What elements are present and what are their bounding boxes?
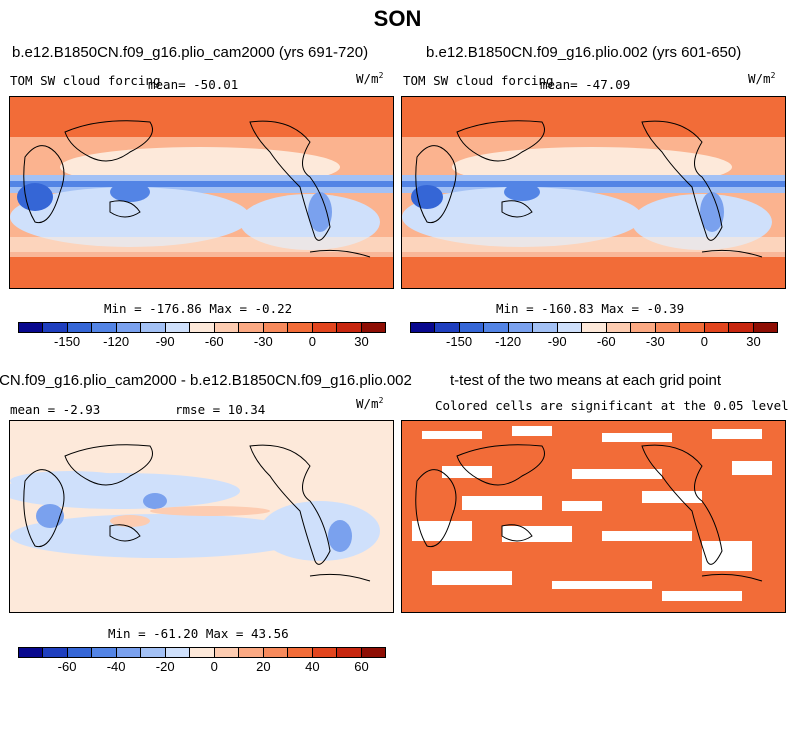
colorbar-swatch bbox=[67, 323, 93, 332]
panel4-map bbox=[401, 420, 786, 613]
colorbar-swatch bbox=[337, 648, 362, 657]
colorbar-swatch bbox=[288, 648, 313, 657]
colorbar-swatch bbox=[43, 323, 68, 332]
colorbar-swatch bbox=[116, 648, 142, 657]
colorbar-swatch bbox=[214, 648, 240, 657]
colorbar-swatch bbox=[680, 323, 705, 332]
panel2-field-plot bbox=[402, 97, 785, 288]
colorbar-swatch bbox=[459, 323, 485, 332]
colorbar-swatch bbox=[337, 323, 362, 332]
colorbar-swatch bbox=[67, 648, 93, 657]
panel3-title: b.e12.B1850CN.f09_g16.plio_cam2000 - b.e… bbox=[0, 372, 412, 389]
panel4-title: t-test of the two means at each grid poi… bbox=[450, 372, 721, 389]
colorbar-swatch bbox=[141, 323, 166, 332]
colorbar-swatch bbox=[411, 323, 436, 332]
colorbar-tick-label: -60 bbox=[596, 334, 616, 349]
colorbar-swatch bbox=[312, 648, 338, 657]
colorbar-swatch bbox=[19, 323, 44, 332]
colorbar-tick-label: 40 bbox=[305, 659, 320, 674]
panel1-map bbox=[9, 96, 394, 289]
colorbar-swatch bbox=[361, 648, 386, 657]
colorbar-swatch bbox=[141, 648, 166, 657]
colorbar-tick-label: -30 bbox=[645, 334, 665, 349]
colorbar-tick-label: 0 bbox=[210, 659, 218, 674]
panel2-colorbar-ticks: -150 -120 -90 -60 -30 0 30 bbox=[410, 334, 778, 350]
colorbar-swatch bbox=[190, 323, 215, 332]
panel2-units: W/m2 bbox=[748, 71, 776, 87]
panel3-title-clip: b.e12.B1850CN.f09_g16.plio_cam2000 - b.e… bbox=[0, 372, 460, 389]
colorbar-swatch bbox=[435, 323, 460, 332]
panel2-title: b.e12.B1850CN.f09_g16.plio.002 (yrs 601-… bbox=[426, 44, 742, 61]
colorbar-swatch bbox=[165, 648, 191, 657]
colorbar-tick-label: 20 bbox=[256, 659, 271, 674]
panel3-field-plot bbox=[10, 421, 393, 612]
panel4-significance-plot bbox=[402, 421, 785, 612]
panel4-subtitle: Colored cells are significant at the 0.0… bbox=[435, 398, 789, 413]
colorbar-tick-label: 0 bbox=[700, 334, 709, 349]
colorbar-tick-label: 30 bbox=[746, 334, 761, 349]
colorbar-swatch bbox=[753, 323, 778, 332]
colorbar-swatch bbox=[43, 648, 68, 657]
colorbar-swatch bbox=[239, 648, 264, 657]
colorbar-tick-label: -60 bbox=[57, 659, 77, 674]
colorbar-tick-label: -20 bbox=[155, 659, 175, 674]
colorbar-swatch bbox=[92, 648, 117, 657]
panel2-colorbar bbox=[410, 322, 778, 333]
colorbar-swatch bbox=[484, 323, 509, 332]
panel2-map bbox=[401, 96, 786, 289]
colorbar-tick-label: 30 bbox=[354, 334, 369, 349]
colorbar-tick-label: 0 bbox=[308, 334, 317, 349]
panel3-colorbar bbox=[18, 647, 386, 658]
panel2-field: TOM SW cloud forcing bbox=[403, 73, 554, 88]
panel1-mean: mean= -50.01 bbox=[148, 77, 239, 92]
panel1-field-plot bbox=[10, 97, 393, 288]
colorbar-swatch bbox=[288, 323, 313, 332]
colorbar-swatch bbox=[165, 323, 191, 332]
colorbar-swatch bbox=[19, 648, 44, 657]
colorbar-tick-label: -90 bbox=[547, 334, 567, 349]
colorbar-swatch bbox=[606, 323, 632, 332]
colorbar-swatch bbox=[190, 648, 215, 657]
colorbar-swatch bbox=[729, 323, 754, 332]
colorbar-swatch bbox=[631, 323, 656, 332]
colorbar-swatch bbox=[116, 323, 142, 332]
colorbar-tick-label: -120 bbox=[495, 334, 522, 349]
colorbar-swatch bbox=[557, 323, 583, 332]
colorbar-swatch bbox=[239, 323, 264, 332]
panel1-title: b.e12.B1850CN.f09_g16.plio_cam2000 (yrs … bbox=[12, 44, 369, 61]
colorbar-swatch bbox=[214, 323, 240, 332]
colorbar-swatch bbox=[361, 323, 386, 332]
colorbar-tick-label: -150 bbox=[446, 334, 473, 349]
colorbar-tick-label: -30 bbox=[253, 334, 273, 349]
colorbar-tick-label: -150 bbox=[54, 334, 81, 349]
panel3-rmse: rmse = 10.34 bbox=[175, 402, 266, 417]
main-title: SON bbox=[373, 6, 422, 31]
panel3-minmax: Min = -61.20 Max = 43.56 bbox=[108, 626, 289, 641]
colorbar-swatch bbox=[533, 323, 558, 332]
panel3-colorbar-ticks: -60 -40 -20 0 20 40 60 bbox=[18, 659, 386, 675]
colorbar-swatch bbox=[508, 323, 534, 332]
colorbar-swatch bbox=[655, 323, 681, 332]
panel3-map bbox=[9, 420, 394, 613]
colorbar-swatch bbox=[582, 323, 607, 332]
panel1-minmax: Min = -176.86 Max = -0.22 bbox=[104, 301, 293, 316]
colorbar-tick-label: -90 bbox=[155, 334, 175, 349]
panel3-mean: mean = -2.93 bbox=[10, 402, 101, 417]
panel3-units: W/m2 bbox=[356, 396, 384, 412]
panel1-colorbar-ticks: -150 -120 -90 -60 -30 0 30 bbox=[18, 334, 386, 350]
colorbar-swatch bbox=[263, 648, 289, 657]
colorbar-swatch bbox=[312, 323, 338, 332]
colorbar-tick-label: -120 bbox=[103, 334, 130, 349]
panel2-mean: mean= -47.09 bbox=[540, 77, 631, 92]
colorbar-tick-label: 60 bbox=[354, 659, 369, 674]
panel1-units: W/m2 bbox=[356, 71, 384, 87]
panel1-field: TOM SW cloud forcing bbox=[10, 73, 161, 88]
colorbar-tick-label: -60 bbox=[204, 334, 224, 349]
colorbar-swatch bbox=[704, 323, 730, 332]
colorbar-swatch bbox=[92, 323, 117, 332]
colorbar-tick-label: -40 bbox=[106, 659, 126, 674]
colorbar-swatch bbox=[263, 323, 289, 332]
panel2-minmax: Min = -160.83 Max = -0.39 bbox=[496, 301, 685, 316]
panel1-colorbar bbox=[18, 322, 386, 333]
